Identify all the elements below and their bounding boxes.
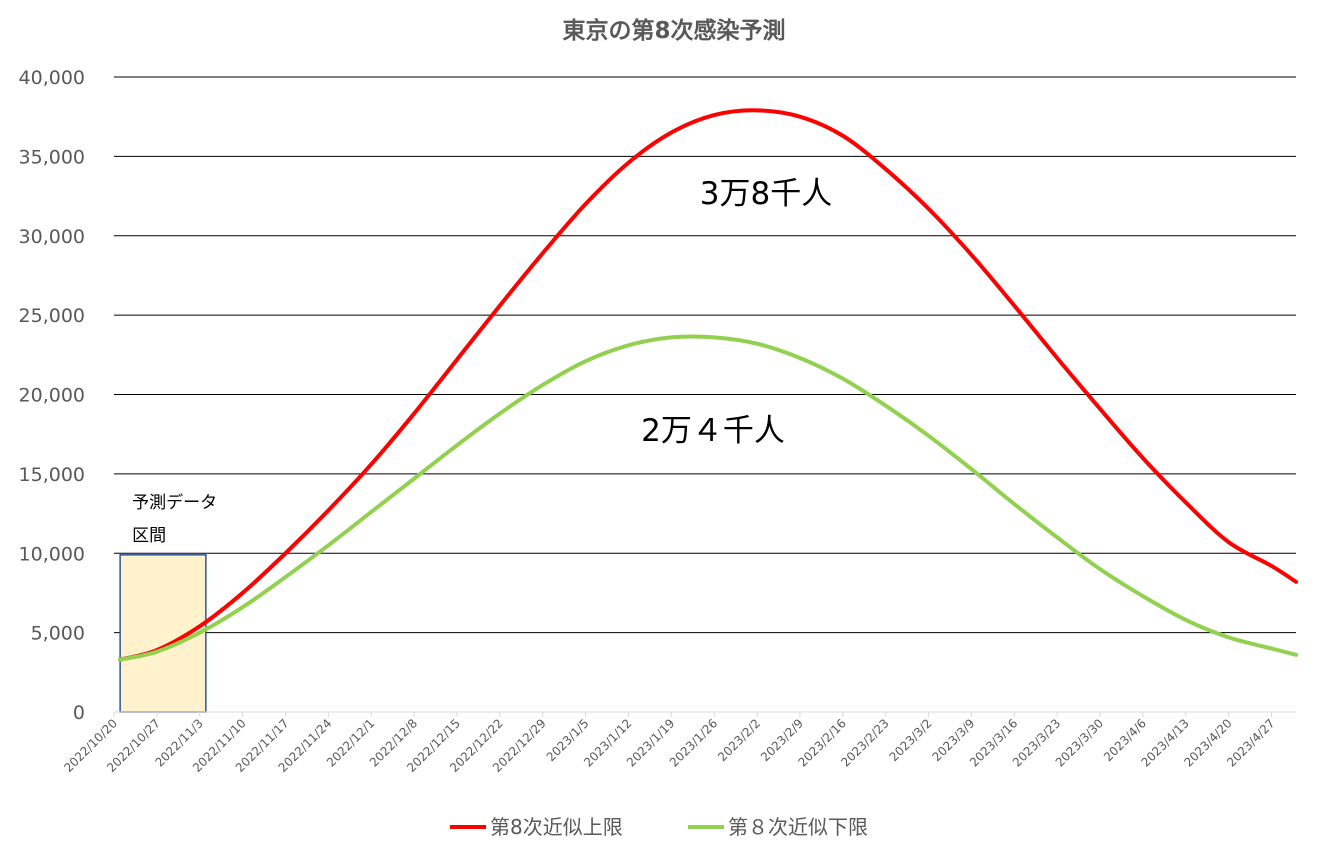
y-tick-label: 0: [73, 702, 85, 724]
chart-title: 東京の第8次感染予測: [562, 17, 785, 44]
series-line-lower: [118, 334, 1298, 662]
y-tick-label: 10,000: [19, 543, 85, 565]
forecast-interval-box: [119, 554, 207, 713]
y-tick-label: 25,000: [19, 305, 85, 327]
y-tick-label: 30,000: [19, 226, 85, 248]
gridlines: [114, 76, 1296, 634]
y-axis: 0 5,000 10,000 15,000 20,000 25,000 30,000 35,0…: [19, 67, 85, 724]
forecast-box-label-line2: 区間: [132, 526, 166, 546]
y-tick-label: 5,000: [31, 623, 85, 645]
legend-label: 第8次近似上限: [490, 815, 623, 839]
y-tick-label: 20,000: [19, 385, 85, 407]
series-lines: [118, 108, 1298, 662]
y-tick-label: 15,000: [19, 464, 85, 486]
series-line-upper: [118, 108, 1298, 662]
y-tick-label: 40,000: [19, 67, 85, 89]
forecast-box-label-line1: 予測データ: [132, 492, 217, 513]
upper-peak-annotation: 3万8千人: [700, 176, 832, 212]
legend: 第8次近似上限 第８次近似下限: [450, 815, 868, 839]
y-tick-label: 35,000: [19, 146, 85, 168]
legend-label: 第８次近似下限: [728, 815, 868, 839]
lower-peak-annotation: 2万４千人: [641, 413, 785, 449]
